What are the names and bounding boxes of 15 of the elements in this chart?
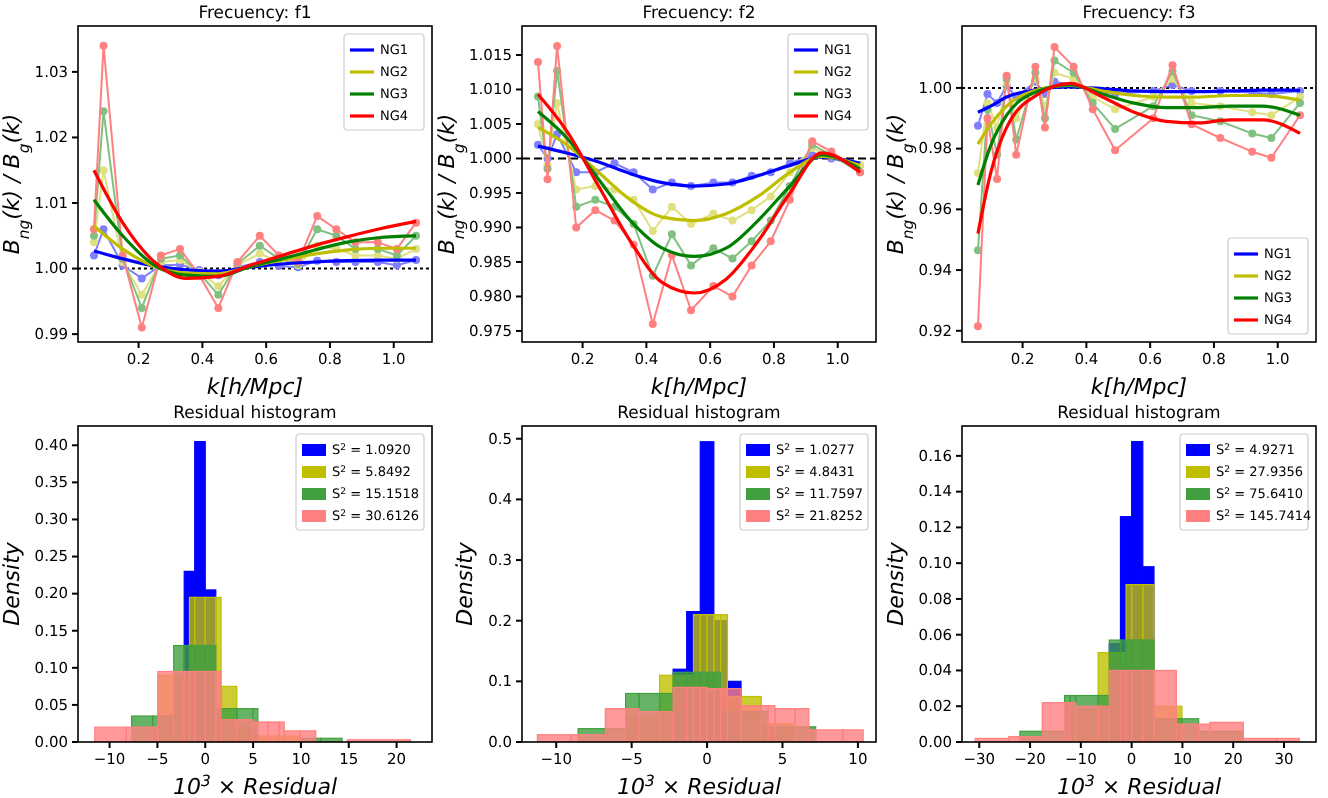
chart-title: Residual histogram [173,404,337,424]
y-axis-title: Density [882,541,909,626]
chart-title: Frecuency: f1 [198,4,312,24]
x-axis-title: k[h/Mpc] [650,374,748,400]
y-axis-title: Density [451,541,478,626]
x-axis-title: k[h/Mpc] [1090,374,1188,400]
x-axis-title: 10$^{3}$ × Residual [172,771,338,798]
chart-title: Residual histogram [617,404,781,424]
chart-title: Residual histogram [1057,404,1221,424]
x-axis-title: 10$^{3}$ × Residual [616,771,782,798]
chart-title: Frecuency: f3 [1082,4,1196,24]
x-axis-title: k[h/Mpc] [206,374,304,400]
chart-title: Frecuency: f2 [642,4,756,24]
x-axis-title: 10$^{3}$ × Residual [1056,771,1222,798]
y-axis-title: Density [0,541,25,626]
